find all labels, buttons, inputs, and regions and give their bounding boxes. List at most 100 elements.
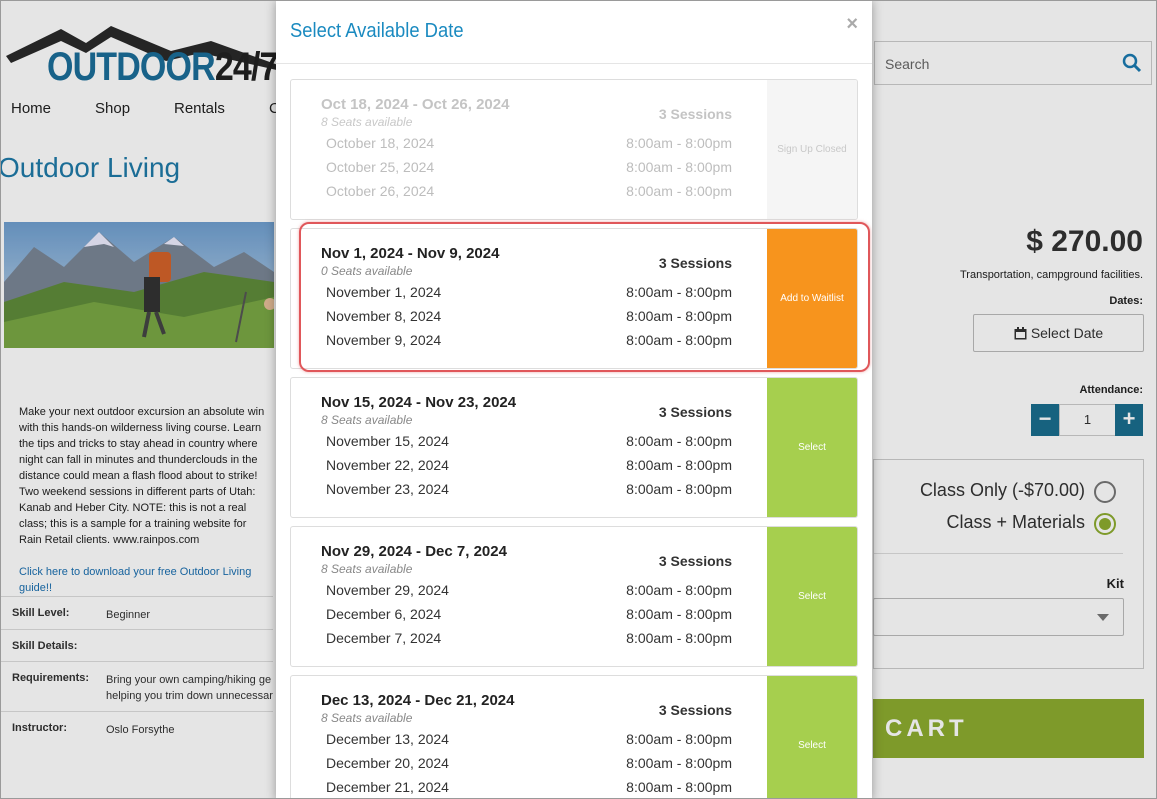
option-radio[interactable] bbox=[1094, 481, 1116, 503]
session-date: November 1, 2024 bbox=[326, 284, 442, 300]
dropdown-arrow bbox=[1097, 614, 1109, 621]
session-date: December 13, 2024 bbox=[326, 731, 449, 747]
session-date: December 7, 2024 bbox=[326, 630, 442, 646]
session-action: Sign Up Closed bbox=[767, 80, 857, 219]
session-date: November 23, 2024 bbox=[326, 481, 449, 497]
radio-dot bbox=[1099, 518, 1111, 530]
modal-close[interactable]: × bbox=[846, 13, 858, 35]
nav-item[interactable]: Shop bbox=[95, 100, 131, 117]
select-date-label: Select Date bbox=[1030, 325, 1104, 341]
session-time: 8:00am - 8:00pm bbox=[626, 457, 732, 473]
detail-row: Skill Level: Beginner bbox=[1, 596, 273, 630]
session-time: 8:00am - 8:00pm bbox=[626, 284, 732, 300]
session-seats: 8 Seats available bbox=[321, 115, 413, 129]
session-action[interactable]: Add to Waitlist bbox=[767, 229, 857, 368]
option-radio[interactable] bbox=[1094, 513, 1116, 535]
select-date-button[interactable]: Select Date bbox=[973, 314, 1144, 352]
kit-label: Kit bbox=[1106, 576, 1124, 591]
attendance-label: Attendance: bbox=[1079, 384, 1143, 396]
product-title: Outdoor Living bbox=[0, 152, 181, 183]
detail-value: Bring your own camping/hiking ge helping … bbox=[106, 672, 273, 704]
session-action[interactable]: Select bbox=[767, 676, 857, 798]
search-placeholder: Search bbox=[885, 56, 930, 72]
search-box[interactable]: Search bbox=[874, 41, 1152, 85]
session-date: December 6, 2024 bbox=[326, 606, 442, 622]
logo-text[interactable]: OUTDOOR24/7 bbox=[47, 45, 278, 90]
price: $ 270.00 bbox=[1026, 225, 1143, 258]
detail-row: Requirements: Bring your own camping/hiki… bbox=[1, 661, 273, 712]
session-action[interactable]: Select bbox=[767, 527, 857, 666]
detail-line: Bring your own camping/hiking ge bbox=[106, 674, 272, 686]
session-time: 8:00am - 8:00pm bbox=[626, 159, 732, 175]
session-card: Nov 29, 2024 - Dec 7, 2024 8 Seats availa… bbox=[290, 526, 858, 667]
session-range: Nov 29, 2024 - Dec 7, 2024 bbox=[321, 543, 507, 560]
session-date: November 8, 2024 bbox=[326, 308, 442, 324]
detail-row: Skill Details: bbox=[1, 629, 273, 662]
session-card: Nov 15, 2024 - Nov 23, 2024 8 Seats avail… bbox=[290, 377, 858, 518]
logo-main: OUTDOOR bbox=[47, 45, 216, 89]
session-seats: 0 Seats available bbox=[321, 264, 413, 278]
nav-item[interactable]: Rentals bbox=[174, 100, 225, 117]
nav-item[interactable]: Home bbox=[11, 100, 52, 117]
session-card: Nov 1, 2024 - Nov 9, 2024 0 Seats availab… bbox=[290, 228, 858, 369]
detail-row: Instructor: Oslo Forsythe bbox=[1, 711, 273, 748]
session-time: 8:00am - 8:00pm bbox=[626, 332, 732, 348]
quantity-plus[interactable]: + bbox=[1115, 404, 1143, 436]
date-modal: Select Available Date × Oct 18, 2024 - O… bbox=[276, 1, 872, 798]
detail-line: helping you trim down unnecessar bbox=[106, 690, 273, 702]
logo-sub: 24/7 bbox=[214, 45, 279, 89]
logo-mountains bbox=[6, 26, 281, 71]
detail-label: Instructor: bbox=[12, 722, 67, 734]
price-note: Transportation, campground facilities. bbox=[959, 269, 1143, 281]
session-seats: 8 Seats available bbox=[321, 562, 413, 576]
modal-header-divider bbox=[276, 63, 872, 64]
session-date: November 22, 2024 bbox=[326, 457, 449, 473]
session-card: Dec 13, 2024 - Dec 21, 2024 8 Seats avail… bbox=[290, 675, 858, 798]
divider bbox=[874, 553, 1123, 554]
cart-button[interactable]: CART bbox=[873, 699, 1144, 758]
detail-label: Requirements: bbox=[12, 672, 90, 684]
detail-line: Beginner bbox=[106, 609, 151, 621]
session-range: Nov 15, 2024 - Nov 23, 2024 bbox=[321, 394, 517, 411]
session-time: 8:00am - 8:00pm bbox=[626, 606, 732, 622]
quantity-input[interactable]: 1 bbox=[1059, 404, 1116, 436]
session-card: Oct 18, 2024 - Oct 26, 2024 8 Seats avail… bbox=[290, 79, 858, 220]
session-date: November 9, 2024 bbox=[326, 332, 442, 348]
session-seats: 8 Seats available bbox=[321, 711, 413, 725]
kit-select[interactable] bbox=[873, 598, 1124, 636]
detail-label: Skill Details: bbox=[12, 640, 78, 652]
session-count: 3 Sessions bbox=[658, 106, 732, 122]
product-image bbox=[4, 222, 274, 348]
session-date: October 26, 2024 bbox=[326, 183, 435, 199]
calendar-icon bbox=[1014, 326, 1027, 339]
session-seats: 8 Seats available bbox=[321, 413, 413, 427]
session-count: 3 Sessions bbox=[658, 255, 732, 271]
session-time: 8:00am - 8:00pm bbox=[626, 481, 732, 497]
quantity-minus[interactable]: − bbox=[1031, 404, 1059, 436]
session-time: 8:00am - 8:00pm bbox=[626, 582, 732, 598]
modal-title: Select Available Date bbox=[290, 20, 464, 42]
session-count: 3 Sessions bbox=[658, 702, 732, 718]
session-date: December 21, 2024 bbox=[326, 779, 449, 795]
session-range: Nov 1, 2024 - Nov 9, 2024 bbox=[321, 245, 500, 262]
nav-item[interactable]: C bbox=[269, 100, 280, 117]
option-label[interactable]: Class + Materials bbox=[946, 512, 1085, 532]
session-range: Oct 18, 2024 - Oct 26, 2024 bbox=[321, 96, 510, 113]
search-icon[interactable] bbox=[1122, 53, 1142, 73]
session-time: 8:00am - 8:00pm bbox=[626, 135, 732, 151]
detail-label: Skill Level: bbox=[12, 607, 70, 619]
session-date: October 18, 2024 bbox=[326, 135, 435, 151]
session-time: 8:00am - 8:00pm bbox=[626, 755, 732, 771]
session-action[interactable]: Select bbox=[767, 378, 857, 517]
options-box: Class Only (-$70.00) Class + Materials Ki… bbox=[873, 459, 1144, 669]
session-time: 8:00am - 8:00pm bbox=[626, 433, 732, 449]
session-date: December 20, 2024 bbox=[326, 755, 449, 771]
option-label[interactable]: Class Only (-$70.00) bbox=[919, 480, 1085, 500]
session-count: 3 Sessions bbox=[658, 404, 732, 420]
guide-link[interactable]: Click here to download your free Outdoor… bbox=[19, 566, 252, 594]
session-date: November 29, 2024 bbox=[326, 582, 449, 598]
session-time: 8:00am - 8:00pm bbox=[626, 731, 732, 747]
session-time: 8:00am - 8:00pm bbox=[626, 630, 732, 646]
